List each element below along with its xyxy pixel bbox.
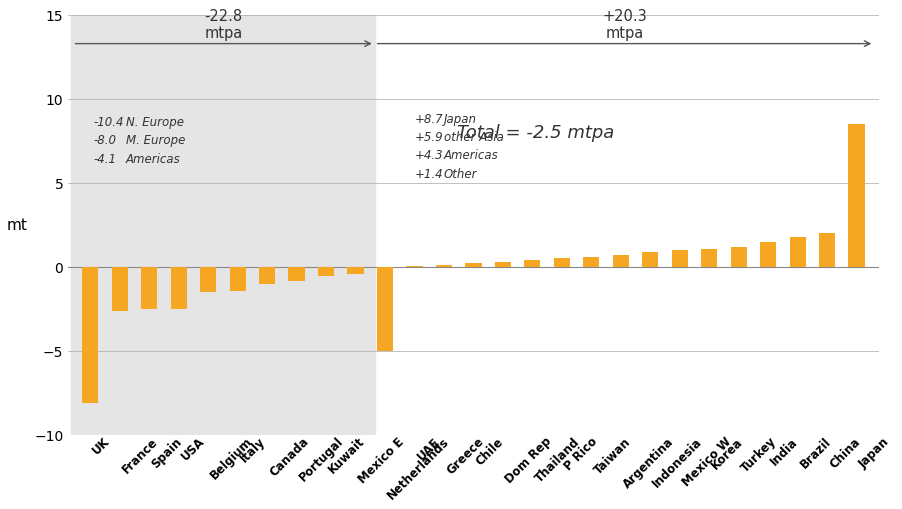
Text: +8.7: +8.7 xyxy=(415,112,443,126)
Text: -22.8
mtpa: -22.8 mtpa xyxy=(205,9,243,41)
Text: Americas: Americas xyxy=(444,150,499,162)
Bar xyxy=(849,124,865,267)
Text: Japan: Japan xyxy=(444,112,477,126)
Bar xyxy=(229,267,245,291)
Bar xyxy=(672,250,688,267)
Text: +5.9: +5.9 xyxy=(415,131,443,144)
Text: +4.3: +4.3 xyxy=(415,150,443,162)
Text: N. Europe: N. Europe xyxy=(125,116,184,129)
Bar xyxy=(584,257,600,267)
Bar xyxy=(554,259,570,267)
Text: Total = -2.5 mtpa: Total = -2.5 mtpa xyxy=(457,124,614,142)
Text: M. Europe: M. Europe xyxy=(125,134,185,147)
Bar xyxy=(259,267,275,284)
Bar xyxy=(377,267,393,351)
Text: Other: Other xyxy=(444,168,477,181)
Text: -8.0: -8.0 xyxy=(93,134,116,147)
Bar xyxy=(819,234,835,267)
Text: -10.4: -10.4 xyxy=(93,116,124,129)
Bar xyxy=(612,255,629,267)
Text: -4.1: -4.1 xyxy=(93,153,116,166)
Bar xyxy=(642,252,658,267)
Text: +1.4: +1.4 xyxy=(415,168,443,181)
Bar xyxy=(731,246,747,267)
Bar xyxy=(789,237,805,267)
Bar xyxy=(760,242,777,267)
Bar xyxy=(71,15,374,435)
Text: Americas: Americas xyxy=(125,153,180,166)
Bar xyxy=(347,267,364,274)
Bar xyxy=(495,262,511,267)
Bar xyxy=(170,267,187,309)
Bar xyxy=(82,267,98,403)
Bar xyxy=(407,266,422,267)
Text: +20.3
mtpa: +20.3 mtpa xyxy=(603,9,647,41)
Bar xyxy=(701,248,717,267)
Bar xyxy=(112,267,128,311)
Bar xyxy=(200,267,216,292)
Bar xyxy=(141,267,157,309)
Bar xyxy=(524,260,540,267)
Text: other Asia: other Asia xyxy=(444,131,504,144)
Bar xyxy=(465,264,482,267)
Bar xyxy=(318,267,334,276)
Y-axis label: mt: mt xyxy=(7,217,28,233)
Bar xyxy=(289,267,305,280)
Bar xyxy=(436,265,452,267)
